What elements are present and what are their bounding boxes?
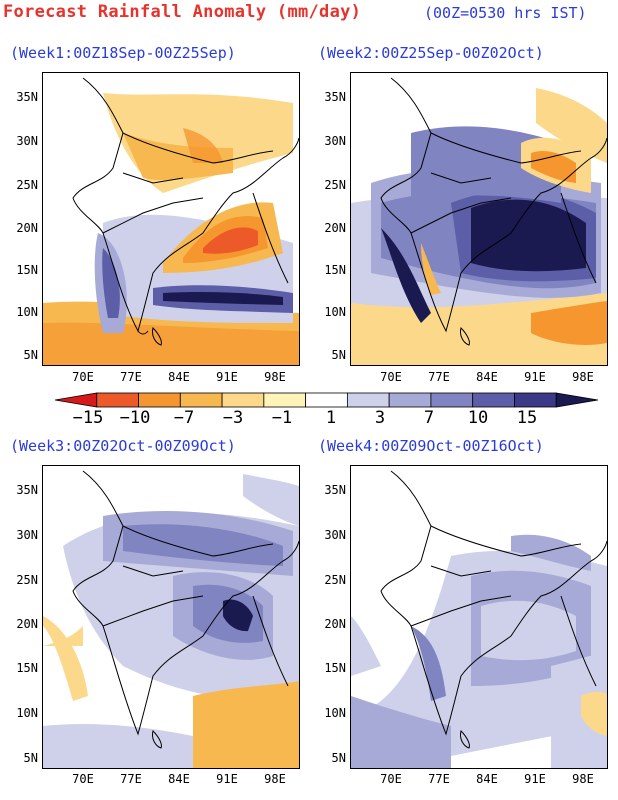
colorbar-segment [430,392,474,408]
lat-label: 5N [331,751,346,765]
lat-label: 25N [16,573,38,587]
lon-label: 70E [380,370,402,384]
colorbar-segment [138,392,181,408]
lat-label: 25N [324,178,346,192]
colorbar-label: −7 [173,408,195,428]
lon-label: 77E [120,772,142,786]
lat-label: 20N [324,617,346,631]
lat-label: 20N [16,617,38,631]
lat-label: 35N [16,90,38,104]
colorbar-label: −10 [119,408,151,428]
lon-label: 77E [428,370,450,384]
week1-label: (Week1:00Z18Sep-00Z25Sep) [10,44,236,62]
lat-label: 10N [324,305,346,319]
lat-label: 30N [16,528,38,542]
lat-label: 10N [324,706,346,720]
lon-label: 84E [168,772,190,786]
lat-label: 30N [324,134,346,148]
time-zone-note: (00Z=0530 hrs IST) [424,4,587,22]
lat-label: 25N [324,573,346,587]
colorbar-label: 10 [467,408,489,428]
week2-label: (Week2:00Z25Sep-00Z02Oct) [318,44,544,62]
colorbar-segment [346,392,390,408]
anomaly-fill [43,474,299,768]
week4-map [350,465,608,769]
colorbar-label: −1 [271,408,293,428]
week3-map [42,465,300,769]
colorbar-label: 7 [423,408,435,428]
colorbar-segments [54,392,599,408]
lon-label: 84E [476,370,498,384]
lat-label: 15N [324,263,346,277]
lat-label: 10N [16,706,38,720]
lon-label: 77E [428,772,450,786]
colorbar-segment [54,392,98,408]
colorbar-label: −3 [222,408,244,428]
lon-label: 98E [264,772,286,786]
lon-label: 91E [524,370,546,384]
anomaly-fill [351,534,607,768]
lat-label: 5N [23,751,38,765]
country-borders [72,470,299,749]
lon-label: 91E [216,370,238,384]
lon-label: 91E [216,772,238,786]
lat-label: 30N [324,528,346,542]
country-borders [72,77,299,346]
anomaly-fill [351,88,607,365]
lat-label: 35N [324,90,346,104]
colorbar-segment [472,392,515,408]
colorbar-segment [96,392,139,408]
colorbar-label: 1 [325,408,337,428]
lon-label: 84E [168,370,190,384]
lat-label: 25N [16,178,38,192]
lon-label: 84E [476,772,498,786]
lat-label: 10N [16,305,38,319]
lat-label: 20N [16,221,38,235]
colorbar-segment [179,392,223,408]
country-borders [380,470,607,749]
lat-label: 30N [16,134,38,148]
lon-label: 98E [572,370,594,384]
lat-label: 5N [331,348,346,362]
lat-label: 35N [16,483,38,497]
anomaly-fill [43,93,299,365]
lon-label: 98E [572,772,594,786]
lon-label: 98E [264,370,286,384]
lat-label: 15N [16,661,38,675]
colorbar-label: 3 [374,408,386,428]
lon-label: 70E [380,772,402,786]
figure-title: Forecast Rainfall Anomaly (mm/day) [3,2,362,22]
colorbar-segment [514,392,557,408]
week3-label: (Week3:00Z02Oct-00Z09Oct) [10,437,236,455]
week4-label: (Week4:00Z09Oct-00Z16Oct) [318,437,544,455]
lat-label: 15N [324,661,346,675]
colorbar-label: 15 [516,408,538,428]
colorbar-segment [305,392,348,408]
week2-map [350,72,608,366]
colorbar-segment [388,392,432,408]
lat-label: 15N [16,263,38,277]
colorbar-segment [221,392,265,408]
country-borders [380,77,607,346]
week1-map [42,72,300,366]
colorbar-segment [555,392,599,408]
lat-label: 20N [324,221,346,235]
colorbar-label: −15 [72,408,104,428]
lon-label: 77E [120,370,142,384]
colorbar-segment [263,392,307,408]
lon-label: 70E [72,772,94,786]
lon-label: 91E [524,772,546,786]
lat-label: 5N [23,348,38,362]
lat-label: 35N [324,483,346,497]
lon-label: 70E [72,370,94,384]
